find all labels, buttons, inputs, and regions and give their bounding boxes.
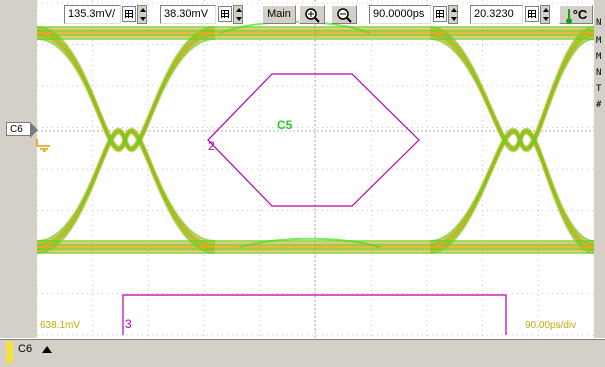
chevron-up-icon[interactable] bbox=[42, 346, 52, 353]
time-position-field[interactable]: 90.0000ps bbox=[369, 5, 431, 24]
zoom-out-icon bbox=[337, 8, 352, 23]
channel-selector-label[interactable]: C6 bbox=[18, 343, 33, 355]
channel-color-swatch bbox=[6, 341, 13, 363]
trace-right-crossing-up bbox=[429, 26, 594, 254]
right-panel-char: T bbox=[596, 84, 602, 94]
bottom-toolbar bbox=[0, 338, 605, 367]
eye-mask-hexagon[interactable] bbox=[207, 73, 420, 207]
ground-icon bbox=[36, 139, 50, 152]
zoom-in-icon bbox=[305, 8, 320, 23]
right-panel-char: N bbox=[596, 18, 602, 28]
mask-label-c5: C5 bbox=[277, 118, 293, 132]
offset-field[interactable]: 38.30mV bbox=[160, 5, 216, 24]
offset-spinner[interactable] bbox=[233, 5, 243, 24]
time-position-spinner[interactable] bbox=[448, 5, 458, 24]
zoom-factor-field[interactable]: 20.3230 bbox=[470, 5, 523, 24]
vdiv-spinner[interactable] bbox=[137, 5, 147, 24]
zoom-in-button[interactable] bbox=[299, 5, 325, 24]
right-panel-char: N bbox=[596, 68, 602, 78]
temperature-button[interactable]: °C bbox=[559, 5, 593, 24]
grid-icon[interactable] bbox=[433, 6, 447, 22]
zoom-factor-spinner[interactable] bbox=[540, 5, 550, 24]
grid-icon[interactable] bbox=[122, 6, 136, 22]
lower-mask-region[interactable] bbox=[122, 294, 507, 335]
channel-level-marker[interactable]: C6 bbox=[6, 122, 38, 138]
grid-icon[interactable] bbox=[525, 6, 539, 22]
trace-left-crossing-up bbox=[36, 26, 216, 254]
trace-overshoot-bottom bbox=[239, 237, 381, 248]
waveform-traces bbox=[36, 20, 594, 254]
grid-icon[interactable] bbox=[218, 6, 232, 22]
volts-per-div-field[interactable]: 135.3mV/ bbox=[64, 5, 121, 24]
right-panel-char: M bbox=[596, 52, 602, 62]
vertical-readout: 638.1mV bbox=[40, 320, 81, 331]
right-panel-char: M bbox=[596, 36, 602, 46]
eye-diagram-plot bbox=[36, 0, 594, 338]
right-info-panel: N M M N T # bbox=[594, 0, 605, 338]
zoom-out-button[interactable] bbox=[331, 5, 357, 24]
mask-label-2: 2 bbox=[208, 139, 215, 153]
thermometer-icon bbox=[565, 8, 572, 24]
timebase-mode-button[interactable]: Main bbox=[262, 5, 296, 24]
temperature-unit: °C bbox=[572, 7, 588, 22]
mask-label-3: 3 bbox=[125, 317, 132, 331]
right-panel-char: # bbox=[596, 100, 602, 110]
timebase-readout: 90.00ps/div bbox=[525, 320, 577, 331]
